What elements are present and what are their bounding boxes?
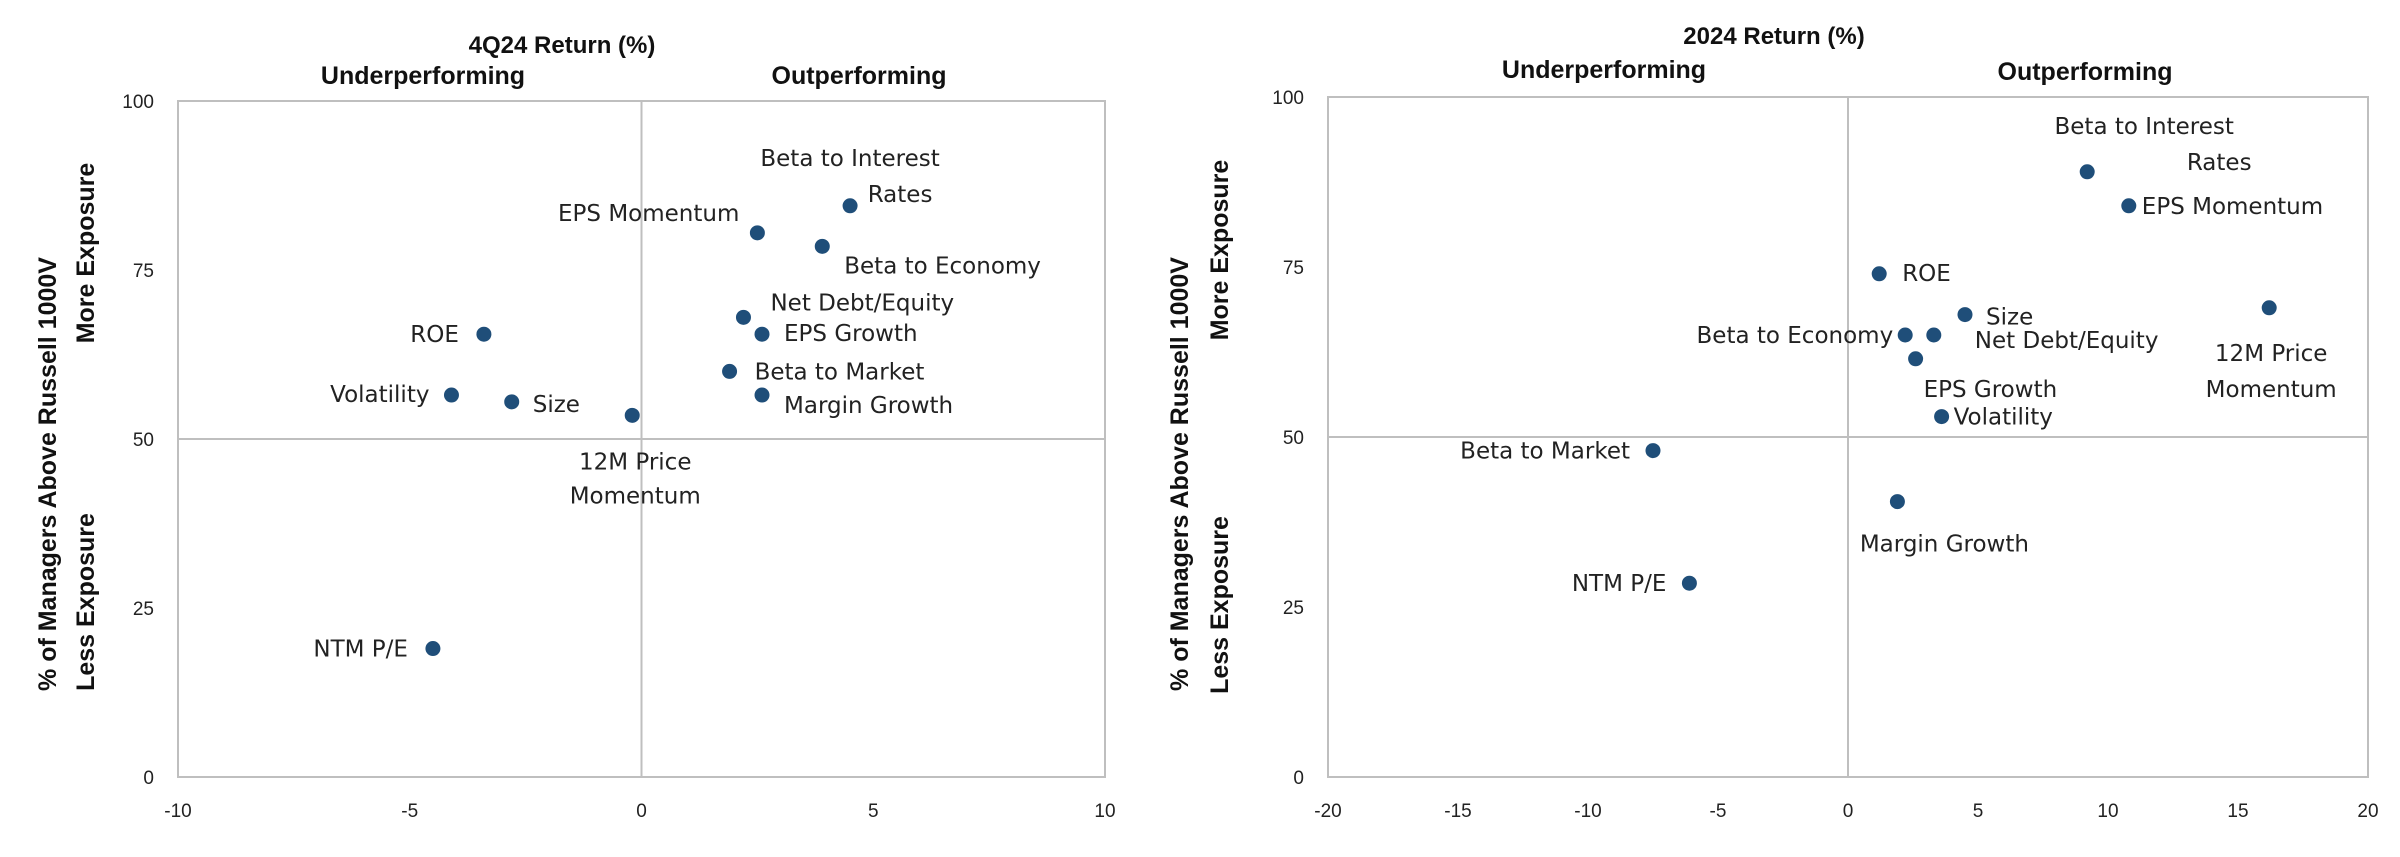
point-label: Net Debt/Equity [770,290,954,316]
point-label: Margin Growth [1860,532,2029,558]
point-label: Rates [2187,150,2252,176]
y-axis-more-exposure: More Exposure [72,163,100,344]
x-tick-label: 10 [1094,801,1115,822]
point-label: Size [1986,305,2033,331]
chart-4q24: 4Q24 Return (%) Underperforming Outperfo… [34,32,1116,822]
outperforming-heading: Outperforming [1998,58,2173,86]
point-label: EPS Growth [784,321,918,347]
outperforming-heading: Outperforming [772,62,947,90]
point-label: Volatility [330,382,429,408]
data-point [425,641,441,657]
y-tick-label: 100 [122,92,154,113]
data-point [476,326,492,342]
point-label: Margin Growth [784,393,953,419]
point-label: Momentum [570,483,701,509]
point-label: ROE [410,322,459,348]
data-point [1908,351,1924,367]
x-tick-label: -10 [164,801,191,822]
point-label: Rates [868,182,933,208]
x-tick-label: 10 [2097,801,2118,822]
y-axis-title: % of Managers Above Russell 1000V [34,257,62,691]
point-label: Size [533,392,580,418]
point-label: Net Debt/Equity [1975,328,2159,354]
point-label: NTM P/E [1572,571,1667,597]
x-tick-label: -15 [1444,801,1471,822]
data-point [443,387,459,403]
y-axis-title: % of Managers Above Russell 1000V [1166,257,1194,691]
x-tick-label: -5 [1710,801,1727,822]
data-point [1645,443,1661,459]
x-tick-label: 20 [2357,801,2378,822]
data-point [735,309,751,325]
underperforming-heading: Underperforming [321,62,525,90]
y-tick-label: 100 [1272,88,1304,109]
chart-title: 2024 Return (%) [1683,23,1864,50]
x-tick-label: 5 [868,801,879,822]
x-tick-label: 5 [1973,801,1984,822]
data-point [1897,327,1913,343]
y-tick-label: 0 [143,768,154,789]
x-tick-label: -10 [1574,801,1601,822]
point-label: 12M Price [2215,341,2328,367]
x-tick-label: 0 [1843,801,1854,822]
point-label: Beta to Interest [2055,114,2234,140]
data-point [1889,494,1905,510]
plot-area: -20 -15 -10 -5 0 5 10 15 20 0 25 50 75 100 Beta to Int… [1272,88,2378,822]
y-tick-label: 25 [133,599,154,620]
y-axis-less-exposure: Less Exposure [72,513,100,691]
y-tick-label: 25 [1283,598,1304,619]
data-point [1926,327,1942,343]
y-axis-more-exposure: More Exposure [1206,160,1234,341]
data-point [1957,307,1973,323]
data-point [754,326,770,342]
point-label: NTM P/E [313,637,408,663]
underperforming-heading: Underperforming [1502,56,1706,84]
data-point [842,198,858,214]
data-point [1681,575,1697,591]
data-point [1871,266,1887,282]
data-point [814,238,830,254]
chart-2024: 2024 Return (%) Underperforming Outperfo… [1166,23,2379,822]
data-point [1934,409,1950,425]
data-point [2079,164,2095,180]
point-label: EPS Momentum [558,201,739,227]
data-point [504,394,520,410]
point-label: EPS Growth [1924,377,2058,403]
point-label: Beta to Interest [760,146,939,172]
point-label: Beta to Economy [1697,323,1894,349]
y-tick-label: 75 [133,261,154,282]
y-tick-label: 0 [1293,768,1304,789]
y-tick-label: 50 [1283,428,1304,449]
data-point [722,363,738,379]
point-label: Beta to Market [755,359,925,385]
point-label: ROE [1902,261,1951,287]
x-tick-label: -5 [401,801,418,822]
point-label: Momentum [2206,377,2337,403]
point-label: Beta to Market [1460,439,1630,465]
y-axis-less-exposure: Less Exposure [1206,516,1234,694]
data-point [2121,198,2137,214]
data-point [624,407,640,423]
x-tick-label: 0 [636,801,647,822]
data-point [754,387,770,403]
point-label: EPS Momentum [2142,194,2323,220]
x-tick-label: -20 [1314,801,1341,822]
y-tick-label: 75 [1283,258,1304,279]
point-label: Volatility [1954,405,2053,431]
y-tick-label: 50 [133,430,154,451]
data-point [749,225,765,241]
chart-title: 4Q24 Return (%) [469,32,656,59]
point-label: Beta to Economy [844,253,1041,279]
data-point [2261,300,2277,316]
point-label: 12M Price [579,449,692,475]
x-tick-label: 15 [2227,801,2248,822]
